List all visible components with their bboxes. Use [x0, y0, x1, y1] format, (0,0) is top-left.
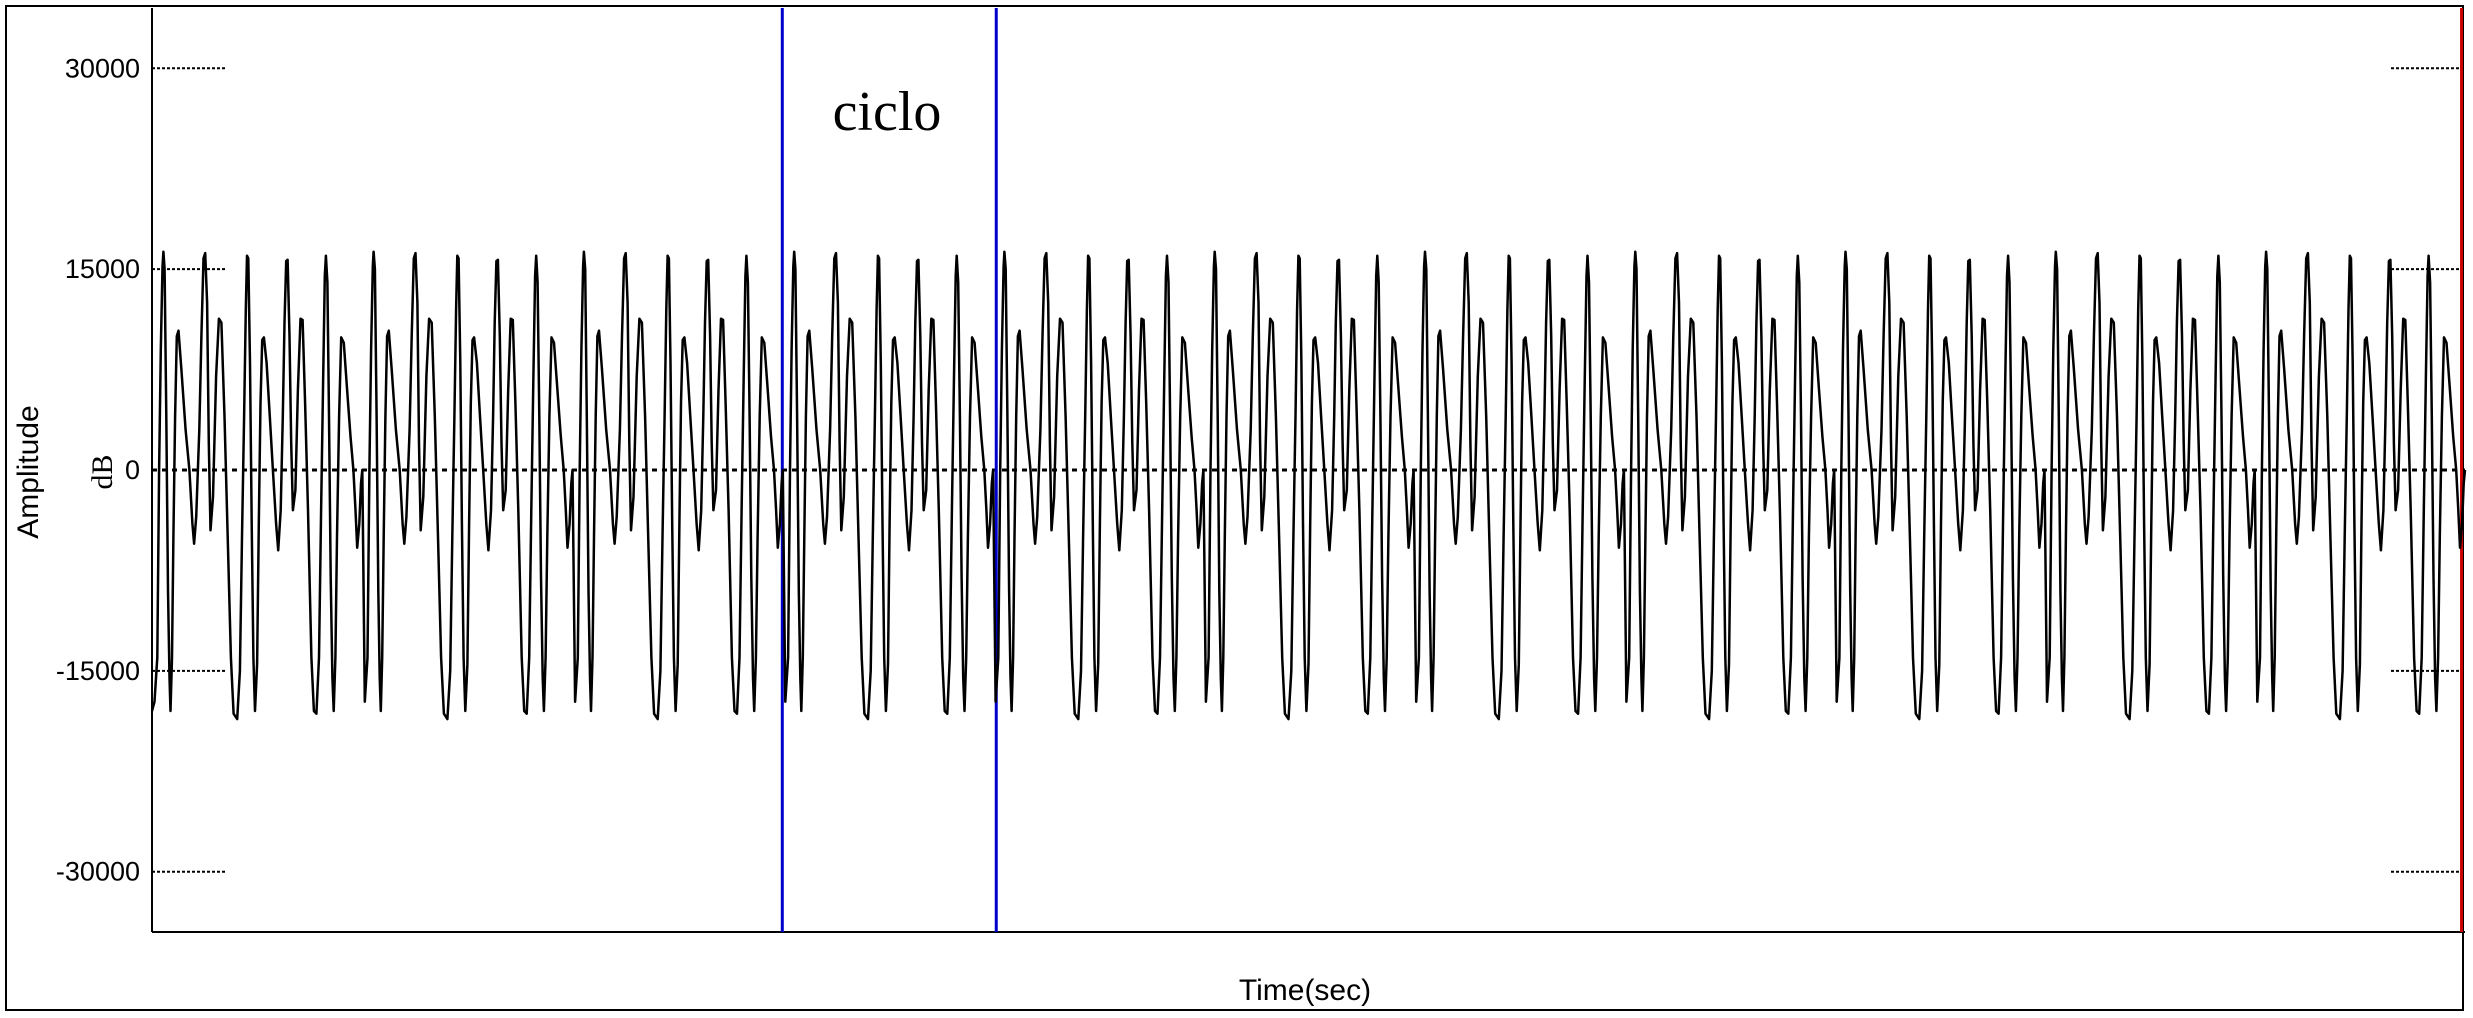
y-tick-label: -15000	[56, 656, 140, 686]
y-axis-ticks: 30000 15000 0 -15000 -30000	[56, 53, 2465, 887]
cycle-annotation: ciclo	[833, 81, 942, 143]
y-tick-label: 30000	[65, 53, 140, 83]
series-group	[150, 250, 2467, 721]
y-tick-label: 15000	[65, 254, 140, 284]
y-tick-label: 0	[125, 455, 140, 485]
waveform-series-line	[150, 250, 2467, 721]
y-axis-unit: dB	[86, 454, 119, 489]
y-axis-label: Amplitude	[12, 405, 45, 538]
y-tick-label: -30000	[56, 857, 140, 887]
x-axis-label: Time(sec)	[1239, 974, 1371, 1007]
